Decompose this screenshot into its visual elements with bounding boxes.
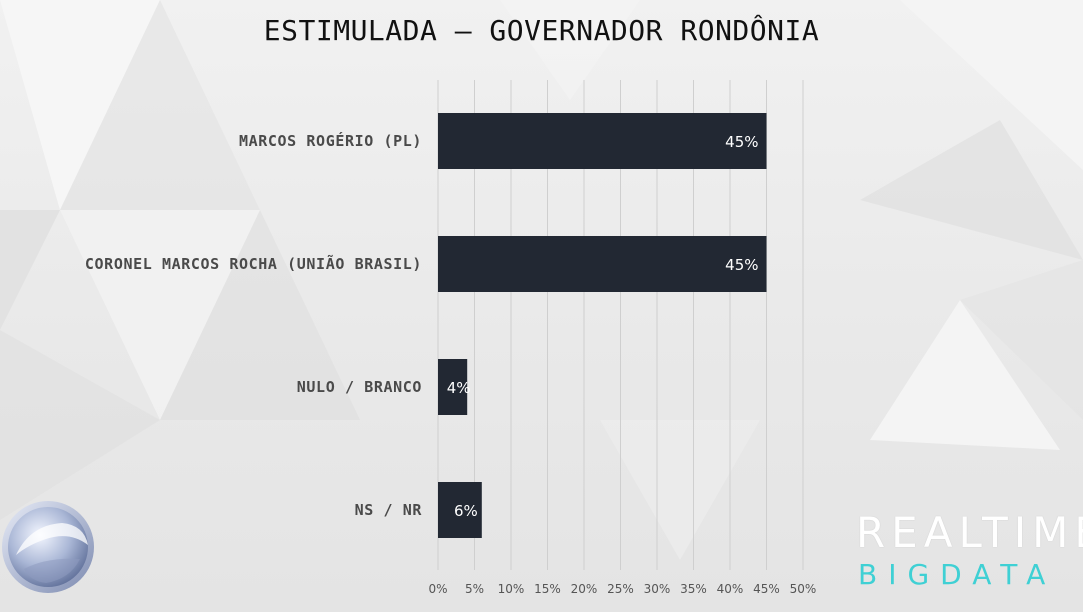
category-label: MARCOS ROGÉRIO (PL) bbox=[239, 131, 422, 150]
category-label: CORONEL MARCOS ROCHA (UNIÃO BRASIL) bbox=[85, 254, 422, 273]
brand-bigdata-text: BIGDATA bbox=[858, 558, 1057, 591]
x-tick-label: 15% bbox=[534, 582, 561, 596]
realtime-bigdata-logo: REALTIME BIGDATA bbox=[856, 508, 1083, 598]
x-tick-label: 50% bbox=[790, 582, 817, 596]
bar bbox=[438, 482, 482, 538]
x-tick-label: 0% bbox=[428, 582, 447, 596]
data-label: 45% bbox=[725, 256, 758, 274]
x-tick-label: 35% bbox=[680, 582, 707, 596]
category-labels: MARCOS ROGÉRIO (PL) CORONEL MARCOS ROCHA … bbox=[85, 131, 422, 519]
bar bbox=[438, 113, 767, 169]
data-label: 45% bbox=[725, 133, 758, 151]
chart-title: ESTIMULADA – GOVERNADOR RONDÔNIA bbox=[263, 14, 820, 47]
x-tick-label: 5% bbox=[465, 582, 484, 596]
x-tick-label: 40% bbox=[717, 582, 744, 596]
category-label: NULO / BRANCO bbox=[297, 378, 422, 396]
x-axis-ticks: 0% 5% 10% 15% 20% 25% 30% 35% 40% 45% 50% bbox=[428, 582, 816, 596]
x-tick-label: 30% bbox=[644, 582, 671, 596]
bar bbox=[438, 359, 468, 415]
x-tick-label: 25% bbox=[607, 582, 634, 596]
bar bbox=[438, 236, 767, 292]
category-label: NS / NR bbox=[355, 501, 423, 519]
data-label: 6% bbox=[454, 502, 478, 520]
brand-realtime-text: REALTIME bbox=[856, 508, 1083, 557]
bars bbox=[438, 113, 767, 538]
x-tick-label: 20% bbox=[571, 582, 598, 596]
record-tv-logo-icon bbox=[2, 501, 94, 593]
x-tick-label: 45% bbox=[753, 582, 780, 596]
data-label: 4% bbox=[447, 379, 471, 397]
value-labels: 45% 45% 4% 6% bbox=[447, 133, 759, 520]
x-tick-label: 10% bbox=[498, 582, 525, 596]
